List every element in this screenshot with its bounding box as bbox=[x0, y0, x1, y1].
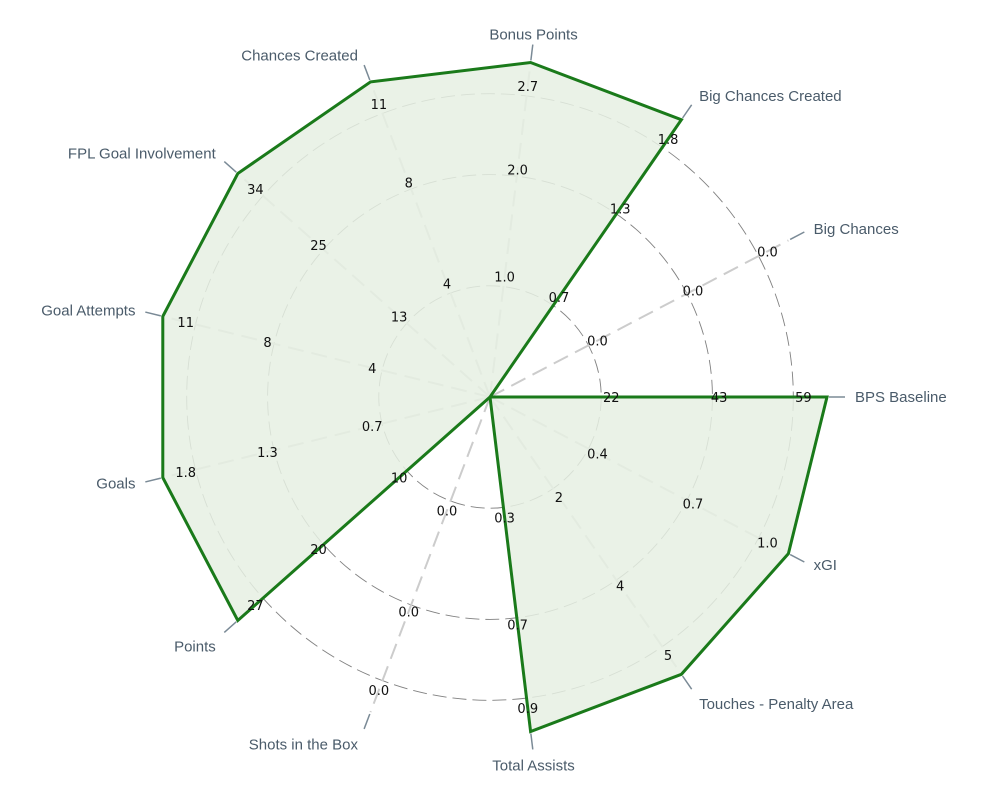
axis-label-4: Shots in the Box bbox=[249, 737, 359, 754]
fill-layer bbox=[161, 60, 829, 734]
tick-label-2-0: 2 bbox=[555, 491, 563, 506]
tick-label-8-0: 13 bbox=[391, 311, 408, 326]
spoke-4 bbox=[369, 396, 491, 713]
tick-label-1-2: 1.0 bbox=[757, 537, 778, 552]
tick-label-5-2: 27 bbox=[247, 599, 264, 614]
tick-label-9-2: 11 bbox=[371, 98, 388, 113]
tick-label-0-0: 22 bbox=[603, 391, 620, 406]
axis-label-1: xGI bbox=[814, 557, 837, 574]
tick-label-4-0: 0.0 bbox=[437, 504, 458, 519]
tick-label-9-0: 4 bbox=[443, 278, 451, 293]
axis-tick-10 bbox=[530, 44, 534, 61]
axis-tick-5 bbox=[223, 621, 237, 633]
tick-label-3-0: 0.3 bbox=[494, 511, 515, 526]
axis-label-5: Points bbox=[174, 638, 216, 655]
label-layer: BPS Baseline 22 43 59 xGI 0.4 0.7 1.0 Touches - … bbox=[41, 27, 946, 775]
tick-label-4-2: 0.0 bbox=[369, 684, 390, 699]
axis-tick-9 bbox=[363, 64, 371, 81]
tick-label-6-0: 0.7 bbox=[362, 420, 383, 435]
tick-label-12-0: 0.0 bbox=[587, 335, 608, 350]
tick-label-12-1: 0.0 bbox=[683, 285, 704, 300]
tick-label-6-1: 1.3 bbox=[257, 446, 278, 461]
axis-label-8: FPL Goal Involvement bbox=[68, 146, 217, 163]
axis-tick-1 bbox=[789, 553, 805, 563]
tick-label-11-1: 1.3 bbox=[610, 202, 631, 217]
axis-tick-2 bbox=[681, 675, 693, 690]
tick-label-1-0: 0.4 bbox=[587, 447, 608, 462]
axis-tick-11 bbox=[681, 104, 693, 119]
axis-tick-7 bbox=[145, 311, 162, 317]
tick-label-2-2: 5 bbox=[664, 649, 672, 664]
axis-label-12: Big Chances bbox=[814, 221, 899, 238]
tick-label-4-1: 0.0 bbox=[398, 605, 419, 620]
tick-label-5-1: 20 bbox=[310, 543, 327, 558]
tick-label-3-1: 0.7 bbox=[507, 618, 528, 633]
axis-label-0: BPS Baseline bbox=[855, 389, 947, 406]
axis-label-2: Touches - Penalty Area bbox=[699, 696, 854, 713]
axis-label-10: Bonus Points bbox=[489, 27, 577, 44]
axis-tick-8 bbox=[223, 161, 237, 173]
tick-label-3-2: 0.9 bbox=[517, 702, 538, 717]
tick-label-2-1: 4 bbox=[616, 580, 624, 595]
tick-label-11-2: 1.8 bbox=[658, 133, 679, 148]
tick-label-8-1: 25 bbox=[310, 239, 327, 254]
axis-tick-4 bbox=[363, 713, 371, 730]
tick-label-8-2: 34 bbox=[247, 183, 264, 198]
tick-label-6-2: 1.8 bbox=[175, 466, 196, 481]
tick-label-10-1: 2.0 bbox=[507, 164, 528, 179]
axis-tick-12 bbox=[789, 231, 805, 241]
tick-label-1-1: 0.7 bbox=[683, 497, 704, 512]
axis-label-11: Big Chances Created bbox=[699, 88, 842, 105]
tick-label-0-2: 59 bbox=[795, 391, 812, 406]
tick-label-5-0: 10 bbox=[391, 471, 408, 486]
tick-label-7-2: 11 bbox=[177, 316, 194, 331]
axis-tick-3 bbox=[530, 733, 534, 750]
axis-label-9: Chances Created bbox=[241, 47, 358, 64]
axis-tick-6 bbox=[145, 477, 162, 483]
tick-label-0-1: 43 bbox=[711, 391, 728, 406]
axis-label-6: Goals bbox=[96, 475, 135, 492]
tick-label-10-2: 2.7 bbox=[517, 80, 538, 95]
tick-label-9-1: 8 bbox=[405, 177, 413, 192]
spoke-12 bbox=[489, 239, 789, 398]
axis-label-7: Goal Attempts bbox=[41, 303, 135, 320]
axis-label-3: Total Assists bbox=[492, 757, 575, 774]
tick-label-12-2: 0.0 bbox=[757, 245, 778, 260]
tick-label-10-0: 1.0 bbox=[494, 271, 515, 286]
tick-label-7-0: 4 bbox=[368, 362, 376, 377]
tick-label-7-1: 8 bbox=[263, 336, 271, 351]
radar-area bbox=[161, 60, 829, 734]
tick-label-11-0: 0.7 bbox=[549, 291, 570, 306]
